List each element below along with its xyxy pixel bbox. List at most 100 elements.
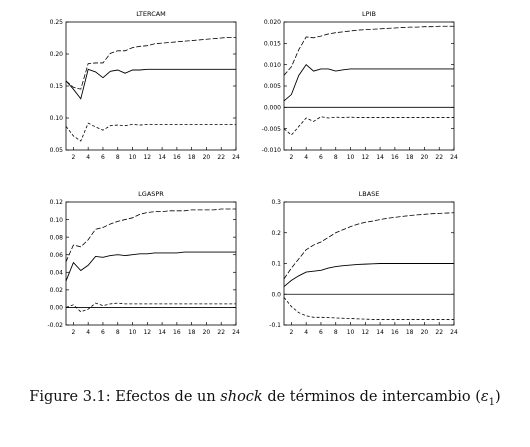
y-tick-label: -0.02 xyxy=(47,322,63,329)
x-tick-label: 8 xyxy=(116,154,120,161)
x-tick-label: 8 xyxy=(334,154,338,161)
caption-subscript: 1 xyxy=(488,396,496,408)
x-tick-label: 8 xyxy=(116,329,120,336)
y-tick-label: 0.05 xyxy=(50,147,64,154)
figure-caption: Figure 3.1: Efectos de un shock de térmi… xyxy=(0,389,530,408)
x-tick-label: 12 xyxy=(143,154,151,161)
x-tick-label: 6 xyxy=(319,329,323,336)
y-tick-label: 0.04 xyxy=(50,269,64,276)
x-tick-label: 24 xyxy=(450,154,458,161)
x-tick-label: 20 xyxy=(203,329,211,336)
x-tick-label: 2 xyxy=(289,154,293,161)
y-tick-label: 0.0 xyxy=(271,291,281,298)
x-tick-label: 22 xyxy=(435,329,443,336)
caption-shock-word: shock xyxy=(220,389,263,405)
x-tick-label: 16 xyxy=(173,154,181,161)
chart-panel-3: LGASPR -0.02 0.00 0.02 0.04 0.06 0.08 0.10 0.12 2… xyxy=(47,190,240,336)
x-tick-label: 24 xyxy=(450,329,458,336)
chart-title: LTERCAM xyxy=(136,10,166,18)
x-tick-label: 2 xyxy=(71,329,75,336)
y-tick-label: -0.005 xyxy=(262,126,282,133)
x-tick-label: 22 xyxy=(435,154,443,161)
chart-panel-2: LPIB -0.010 -0.005 0.000 0.005 0.010 0.015 0.02… xyxy=(262,10,458,161)
caption-suffix: ) xyxy=(495,389,501,405)
y-tick-label: 0.005 xyxy=(264,83,281,90)
chart-frame xyxy=(65,201,237,326)
y-tick-label: -0.010 xyxy=(262,147,282,154)
caption-middle: de términos de intercambio ( xyxy=(267,389,481,405)
chart-panel-4: LBASE-0.10.00.10.20.32 4 6 8 10 12 14 16 18 20 22 2… xyxy=(269,190,458,336)
x-tick-label: 6 xyxy=(319,154,323,161)
x-tick-label: 4 xyxy=(304,154,308,161)
x-tick-label: 14 xyxy=(376,154,384,161)
x-tick-label: 8 xyxy=(334,329,338,336)
upper-band-line xyxy=(65,208,236,262)
y-tick-label: -0.1 xyxy=(269,322,281,329)
y-tick-label: 0.3 xyxy=(271,199,281,206)
y-tick-label: 0.08 xyxy=(50,234,64,241)
response-line xyxy=(283,263,454,287)
response-line xyxy=(65,251,236,282)
lower-band-line xyxy=(65,302,236,313)
x-tick-label: 16 xyxy=(391,154,399,161)
x-tick-label: 20 xyxy=(203,154,211,161)
x-tick-label: 4 xyxy=(86,154,90,161)
x-tick-label: 22 xyxy=(217,154,225,161)
x-tick-label: 12 xyxy=(143,329,151,336)
chart-title: LPIB xyxy=(362,10,376,18)
x-tick-label: 14 xyxy=(158,329,166,336)
y-tick-label: 0.12 xyxy=(50,199,64,206)
caption-epsilon: ε xyxy=(480,389,489,405)
y-tick-label: 0.20 xyxy=(50,51,64,58)
x-tick-label: 18 xyxy=(406,154,414,161)
lower-band-line xyxy=(283,116,454,136)
upper-band-line xyxy=(65,36,236,90)
lower-band-line xyxy=(65,122,236,142)
caption-prefix: Figure 3.1: Efectos de un xyxy=(29,389,216,405)
y-tick-label: 0.010 xyxy=(264,62,281,69)
y-tick-label: 0.02 xyxy=(50,287,64,294)
x-tick-label: 14 xyxy=(376,329,384,336)
y-tick-label: 0.25 xyxy=(50,19,64,26)
chart-title: LGASPR xyxy=(138,190,164,198)
x-tick-label: 18 xyxy=(406,329,414,336)
x-tick-label: 10 xyxy=(347,329,355,336)
x-tick-label: 2 xyxy=(289,329,293,336)
x-tick-label: 12 xyxy=(361,154,369,161)
x-tick-label: 20 xyxy=(421,154,429,161)
x-tick-label: 4 xyxy=(86,329,90,336)
y-tick-label: 0.15 xyxy=(50,83,64,90)
x-tick-label: 6 xyxy=(101,154,105,161)
y-tick-label: 0.06 xyxy=(50,252,64,259)
x-tick-label: 4 xyxy=(304,329,308,336)
response-line xyxy=(65,68,236,100)
x-tick-label: 10 xyxy=(129,329,137,336)
chart-frame xyxy=(283,21,455,151)
y-tick-label: 0.10 xyxy=(50,217,64,224)
x-tick-label: 2 xyxy=(71,154,75,161)
response-line xyxy=(283,64,454,102)
x-tick-label: 20 xyxy=(421,329,429,336)
chart-title: LBASE xyxy=(359,190,380,198)
y-tick-label: 0.015 xyxy=(264,41,281,48)
y-tick-label: 0.00 xyxy=(50,305,64,312)
x-tick-label: 18 xyxy=(188,329,196,336)
y-tick-label: 0.020 xyxy=(264,19,281,26)
x-tick-label: 16 xyxy=(391,329,399,336)
x-tick-label: 14 xyxy=(158,154,166,161)
x-tick-label: 24 xyxy=(232,154,240,161)
y-tick-label: 0.2 xyxy=(271,230,281,237)
y-tick-label: 0.10 xyxy=(50,115,64,122)
y-tick-label: 0.000 xyxy=(264,105,281,112)
x-tick-label: 22 xyxy=(217,329,225,336)
x-tick-label: 18 xyxy=(188,154,196,161)
lower-band-line xyxy=(283,297,454,320)
x-tick-label: 10 xyxy=(347,154,355,161)
chart-frame xyxy=(65,21,237,151)
x-tick-label: 16 xyxy=(173,329,181,336)
y-tick-label: 0.1 xyxy=(271,261,281,268)
x-tick-label: 12 xyxy=(361,329,369,336)
x-tick-label: 24 xyxy=(232,329,240,336)
